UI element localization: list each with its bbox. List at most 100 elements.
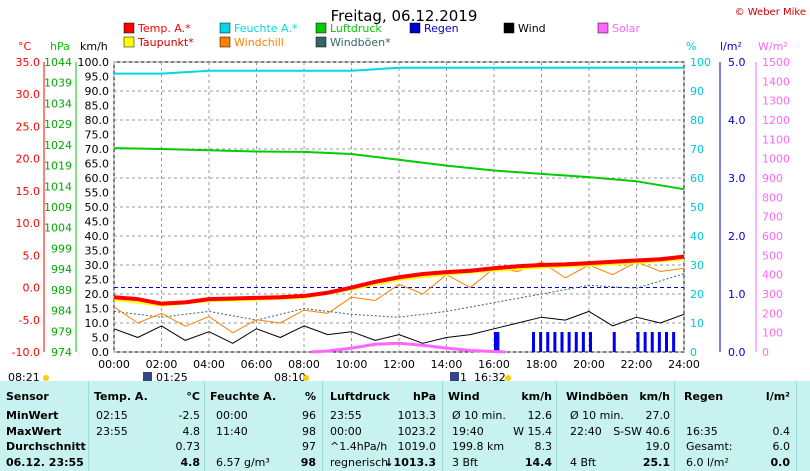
pressure-tick: 989 xyxy=(51,284,72,297)
stats-column-divider xyxy=(322,381,323,471)
humidity-tick: 10 xyxy=(690,317,704,330)
legend-swatch xyxy=(219,36,231,48)
speed-tick: 80.0 xyxy=(85,114,110,127)
legend-swatch xyxy=(315,22,327,34)
series-line-tempa xyxy=(113,254,685,306)
legend-label: Taupunkt* xyxy=(137,36,194,49)
temp-tick: -10.0 xyxy=(12,346,40,359)
stats-gust-label: Ø 10 min. xyxy=(570,409,624,422)
legend-swatch xyxy=(123,36,135,48)
temp-tick: -5.0 xyxy=(19,314,40,327)
solar-tick: 900 xyxy=(762,172,783,185)
rain-bar xyxy=(539,332,543,352)
sun-icon xyxy=(303,375,309,381)
x-tick: 16:00 xyxy=(478,358,510,371)
rain-bar xyxy=(581,332,585,352)
pressure-tick: 999 xyxy=(51,242,72,255)
stats-wind-label: 3 Bft xyxy=(452,455,479,469)
humidity-tick: 30 xyxy=(690,259,704,272)
solar-tick: 600 xyxy=(762,230,783,243)
stats-column-divider xyxy=(442,381,443,471)
rain-bar xyxy=(553,332,557,352)
rain-bar xyxy=(665,332,668,352)
solar-tick: 1300 xyxy=(762,95,790,108)
temp-tick: 35.0 xyxy=(16,56,41,69)
stats-header-temp: Temp. A. xyxy=(94,390,148,403)
solar-tick: 0 xyxy=(762,346,769,359)
stats-pressure-time: 00:00 xyxy=(330,424,362,438)
x-tick: 08:00 xyxy=(288,358,320,371)
pressure-tick: 1019 xyxy=(44,160,72,173)
x-tick: 24:00 xyxy=(668,358,700,371)
credit-text: © Weber Mike xyxy=(735,7,806,18)
stats-pressure-value: 1013.3 xyxy=(397,409,437,422)
rain-bar xyxy=(657,332,661,352)
solar-tick: 800 xyxy=(762,191,783,204)
rain-tick: 1.0 xyxy=(728,288,746,301)
pressure-tick: 1034 xyxy=(44,97,72,110)
temp-tick: 20.0 xyxy=(16,153,41,166)
rain-bar xyxy=(650,332,654,352)
stats-header-humidity-unit: % xyxy=(304,390,316,403)
stats-pressure-time: ^1.4hPa/h xyxy=(330,440,388,453)
statistics-panel: Sensor Temp. A. °C Feuchte A.% Luftdruck hPa W… xyxy=(0,381,810,471)
legend-label: Feuchte A.* xyxy=(234,22,298,35)
humidity-unit: % xyxy=(686,40,696,53)
legend-label: Luftdruck xyxy=(330,22,382,35)
stats-header-sensor: Sensor xyxy=(6,390,49,403)
speed-tick: 75.0 xyxy=(85,129,110,142)
stats-header-wind: Wind xyxy=(448,390,480,403)
sun-icon xyxy=(43,375,49,381)
humidity-tick: 70 xyxy=(690,143,704,156)
solar-tick: 1200 xyxy=(762,114,790,127)
legend-label: Windchill xyxy=(234,36,284,49)
pressure-tick: 1044 xyxy=(44,56,72,69)
moonset-time: 08:10 xyxy=(274,371,306,381)
sun-icon xyxy=(505,375,511,381)
stats-column-divider xyxy=(204,381,205,471)
humidity-tick: 80 xyxy=(690,114,704,127)
speed-tick: 70.0 xyxy=(85,143,110,156)
temp-tick: 15.0 xyxy=(16,185,41,198)
speed-tick: 0.0 xyxy=(92,346,110,359)
sunset-time: 16:32 xyxy=(474,371,506,381)
stats-temp-value: 4.8 xyxy=(180,455,201,469)
rain-bar xyxy=(494,332,497,352)
stats-temp-value: -2.5 xyxy=(178,409,200,422)
stats-row-label: MinWert xyxy=(6,409,59,422)
stats-humidity-time: 11:40 xyxy=(216,424,248,438)
stats-rain-label: Gesamt: xyxy=(686,440,733,453)
stats-gust-value: 27.0 xyxy=(645,409,671,422)
stats-wind-label: Ø 10 min. xyxy=(452,409,506,422)
stats-wind-label: 19:40 xyxy=(452,424,484,438)
stats-rain-value: 6.0 xyxy=(772,440,791,453)
stats-temp-time: 23:55 xyxy=(96,424,128,438)
stats-gust-label: 4 Bft xyxy=(570,455,597,469)
stats-gust-value: 25.1 xyxy=(642,455,670,469)
stats-temp-time: 02:15 xyxy=(96,409,128,422)
stats-temp-value: 0.73 xyxy=(175,440,201,453)
stats-humidity-time: 00:00 xyxy=(216,409,248,422)
sunrise-time: 08:21 xyxy=(8,371,40,381)
temp-unit: °C xyxy=(18,40,32,53)
speed-tick: 50.0 xyxy=(85,201,110,214)
legend-label: Wind xyxy=(518,22,546,35)
stats-wind-value: 8.3 xyxy=(534,440,553,453)
speed-tick: 20.0 xyxy=(85,288,110,301)
rain-bar xyxy=(612,332,616,352)
rain-bar xyxy=(560,332,564,352)
speed-tick: 100.0 xyxy=(78,56,110,69)
solar-tick: 1000 xyxy=(762,153,790,166)
x-tick: 00:00 xyxy=(98,358,130,371)
legend-swatch xyxy=(315,36,327,48)
stats-gust-label: 22:40 xyxy=(570,424,602,438)
humidity-tick: 50 xyxy=(690,201,704,214)
series-line-solar xyxy=(311,341,506,354)
pressure-unit: hPa xyxy=(50,40,70,53)
stats-pressure-value: ↓1013.3 xyxy=(384,455,436,469)
stats-wind-label: 199.8 km xyxy=(452,440,505,453)
x-tick: 22:00 xyxy=(621,358,653,371)
solar-tick: 1400 xyxy=(762,75,790,88)
speed-unit: km/h xyxy=(80,40,108,53)
stats-pressure-time: 23:55 xyxy=(330,409,362,422)
